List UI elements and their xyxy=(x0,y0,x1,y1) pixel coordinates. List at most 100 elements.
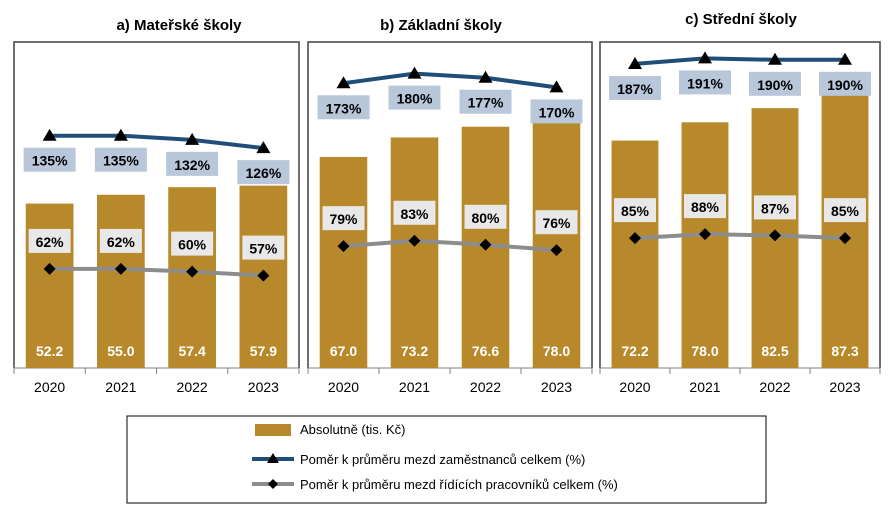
x-tick-label: 2021 xyxy=(105,379,136,395)
x-tick-label: 2022 xyxy=(177,379,208,395)
data-label-managers: 83% xyxy=(400,206,429,222)
data-label-box-managers xyxy=(28,228,71,253)
data-label-box-employees xyxy=(459,89,512,114)
data-label-managers: 62% xyxy=(36,234,65,250)
data-label-box-employees xyxy=(609,75,661,100)
bar-value-label: 78.0 xyxy=(543,343,570,359)
point-managers xyxy=(43,262,56,275)
legend-label-managers: Poměr k průměru mezd řídících pracovníků… xyxy=(300,477,618,492)
point-managers xyxy=(479,238,492,251)
point-employees xyxy=(768,52,782,65)
data-label-box-employees xyxy=(23,147,76,172)
data-label-managers: 85% xyxy=(621,203,650,219)
point-managers xyxy=(629,232,641,245)
data-label-employees: 126% xyxy=(245,165,281,181)
data-label-box-managers xyxy=(322,206,365,231)
point-managers xyxy=(550,244,563,257)
legend-frame xyxy=(126,415,767,504)
series-line-managers xyxy=(343,238,557,253)
data-label-box-employees xyxy=(166,151,219,176)
bar-value-label: 67.0 xyxy=(330,343,357,359)
x-tick-label: 2020 xyxy=(34,379,65,395)
data-label-employees: 132% xyxy=(174,157,210,173)
data-label-managers: 79% xyxy=(329,211,358,227)
data-label-box-managers xyxy=(242,235,285,260)
plot-frame xyxy=(599,41,881,368)
point-managers xyxy=(769,229,781,242)
series-line-managers xyxy=(49,266,264,278)
point-managers xyxy=(337,240,350,253)
plot-frame xyxy=(13,41,300,368)
data-label-box-managers xyxy=(393,200,436,225)
bar-value-label: 52.2 xyxy=(36,343,63,359)
point-employees xyxy=(407,66,422,79)
data-label-employees: 177% xyxy=(468,95,504,111)
bar xyxy=(611,140,659,368)
data-label-box-managers xyxy=(754,195,796,220)
plot-frame xyxy=(307,41,593,368)
bar-value-label: 87.3 xyxy=(831,343,858,359)
point-managers xyxy=(114,262,127,275)
data-label-employees: 187% xyxy=(617,81,653,97)
x-tick-label: 2021 xyxy=(399,379,430,395)
point-managers xyxy=(408,234,421,247)
data-label-managers: 60% xyxy=(178,237,207,253)
bar-value-label: 82.5 xyxy=(761,343,788,359)
point-employees xyxy=(628,56,642,69)
data-label-managers: 88% xyxy=(691,199,720,215)
legend: Absolutně (tis. Kč) Poměr k průměru mezd… xyxy=(126,415,767,504)
data-label-managers: 76% xyxy=(542,215,571,231)
data-label-box-employees xyxy=(94,147,147,172)
data-label-box-managers xyxy=(684,194,726,219)
bar-value-label: 72.2 xyxy=(621,343,648,359)
x-tick-label: 2023 xyxy=(248,379,279,395)
data-label-box-employees xyxy=(679,70,731,95)
data-label-managers: 85% xyxy=(831,203,860,219)
point-employees xyxy=(185,132,200,145)
bar-value-label: 76.6 xyxy=(472,343,499,359)
data-label-box-employees xyxy=(317,95,370,120)
bar xyxy=(821,93,869,368)
bar-value-label: 57.9 xyxy=(250,343,277,359)
series-line-employees xyxy=(343,71,557,90)
series-line-employees xyxy=(49,133,264,151)
x-tick-label: 2021 xyxy=(689,379,720,395)
data-label-employees: 173% xyxy=(326,100,362,116)
x-tick-label: 2020 xyxy=(328,379,359,395)
data-label-box-managers xyxy=(171,231,214,256)
data-label-box-employees xyxy=(237,160,290,185)
data-label-managers: 57% xyxy=(249,241,278,257)
data-label-employees: 191% xyxy=(687,75,723,91)
x-tick-label: 2023 xyxy=(829,379,860,395)
chart-panel-1: a) Mateřské školy 52.2 2020 55.0 2021 57.4 202… xyxy=(13,17,300,395)
legend-marker-triangle xyxy=(267,453,279,463)
data-label-box-employees xyxy=(530,99,583,124)
data-label-box-managers xyxy=(464,204,507,229)
data-label-employees: 135% xyxy=(32,153,68,169)
chart-panel-3: c) Střední školy 72.2 2020 78.0 2021 82.5 2022… xyxy=(599,11,881,395)
data-label-employees: 180% xyxy=(397,91,433,107)
bar-value-label: 78.0 xyxy=(691,343,718,359)
legend-label-employees: Poměr k průměru mezd zaměstnanců celkem … xyxy=(300,452,585,467)
point-employees xyxy=(478,70,493,83)
data-label-managers: 80% xyxy=(471,210,500,226)
point-employees xyxy=(336,76,351,89)
data-label-employees: 135% xyxy=(103,153,139,169)
data-label-employees: 170% xyxy=(539,104,575,120)
x-tick-label: 2022 xyxy=(470,379,501,395)
bar xyxy=(97,194,145,368)
legend-marker-diamond xyxy=(268,479,278,489)
point-employees xyxy=(256,141,271,154)
point-employees xyxy=(42,128,57,141)
bar xyxy=(390,137,439,368)
data-label-box-managers xyxy=(99,228,142,253)
series-line-employees xyxy=(634,56,845,66)
legend-swatch-bars xyxy=(255,424,291,436)
data-label-box-managers xyxy=(535,210,578,235)
data-label-box-employees xyxy=(819,71,871,96)
bar-value-label: 55.0 xyxy=(107,343,134,359)
bar xyxy=(319,156,368,368)
point-managers xyxy=(186,265,199,278)
